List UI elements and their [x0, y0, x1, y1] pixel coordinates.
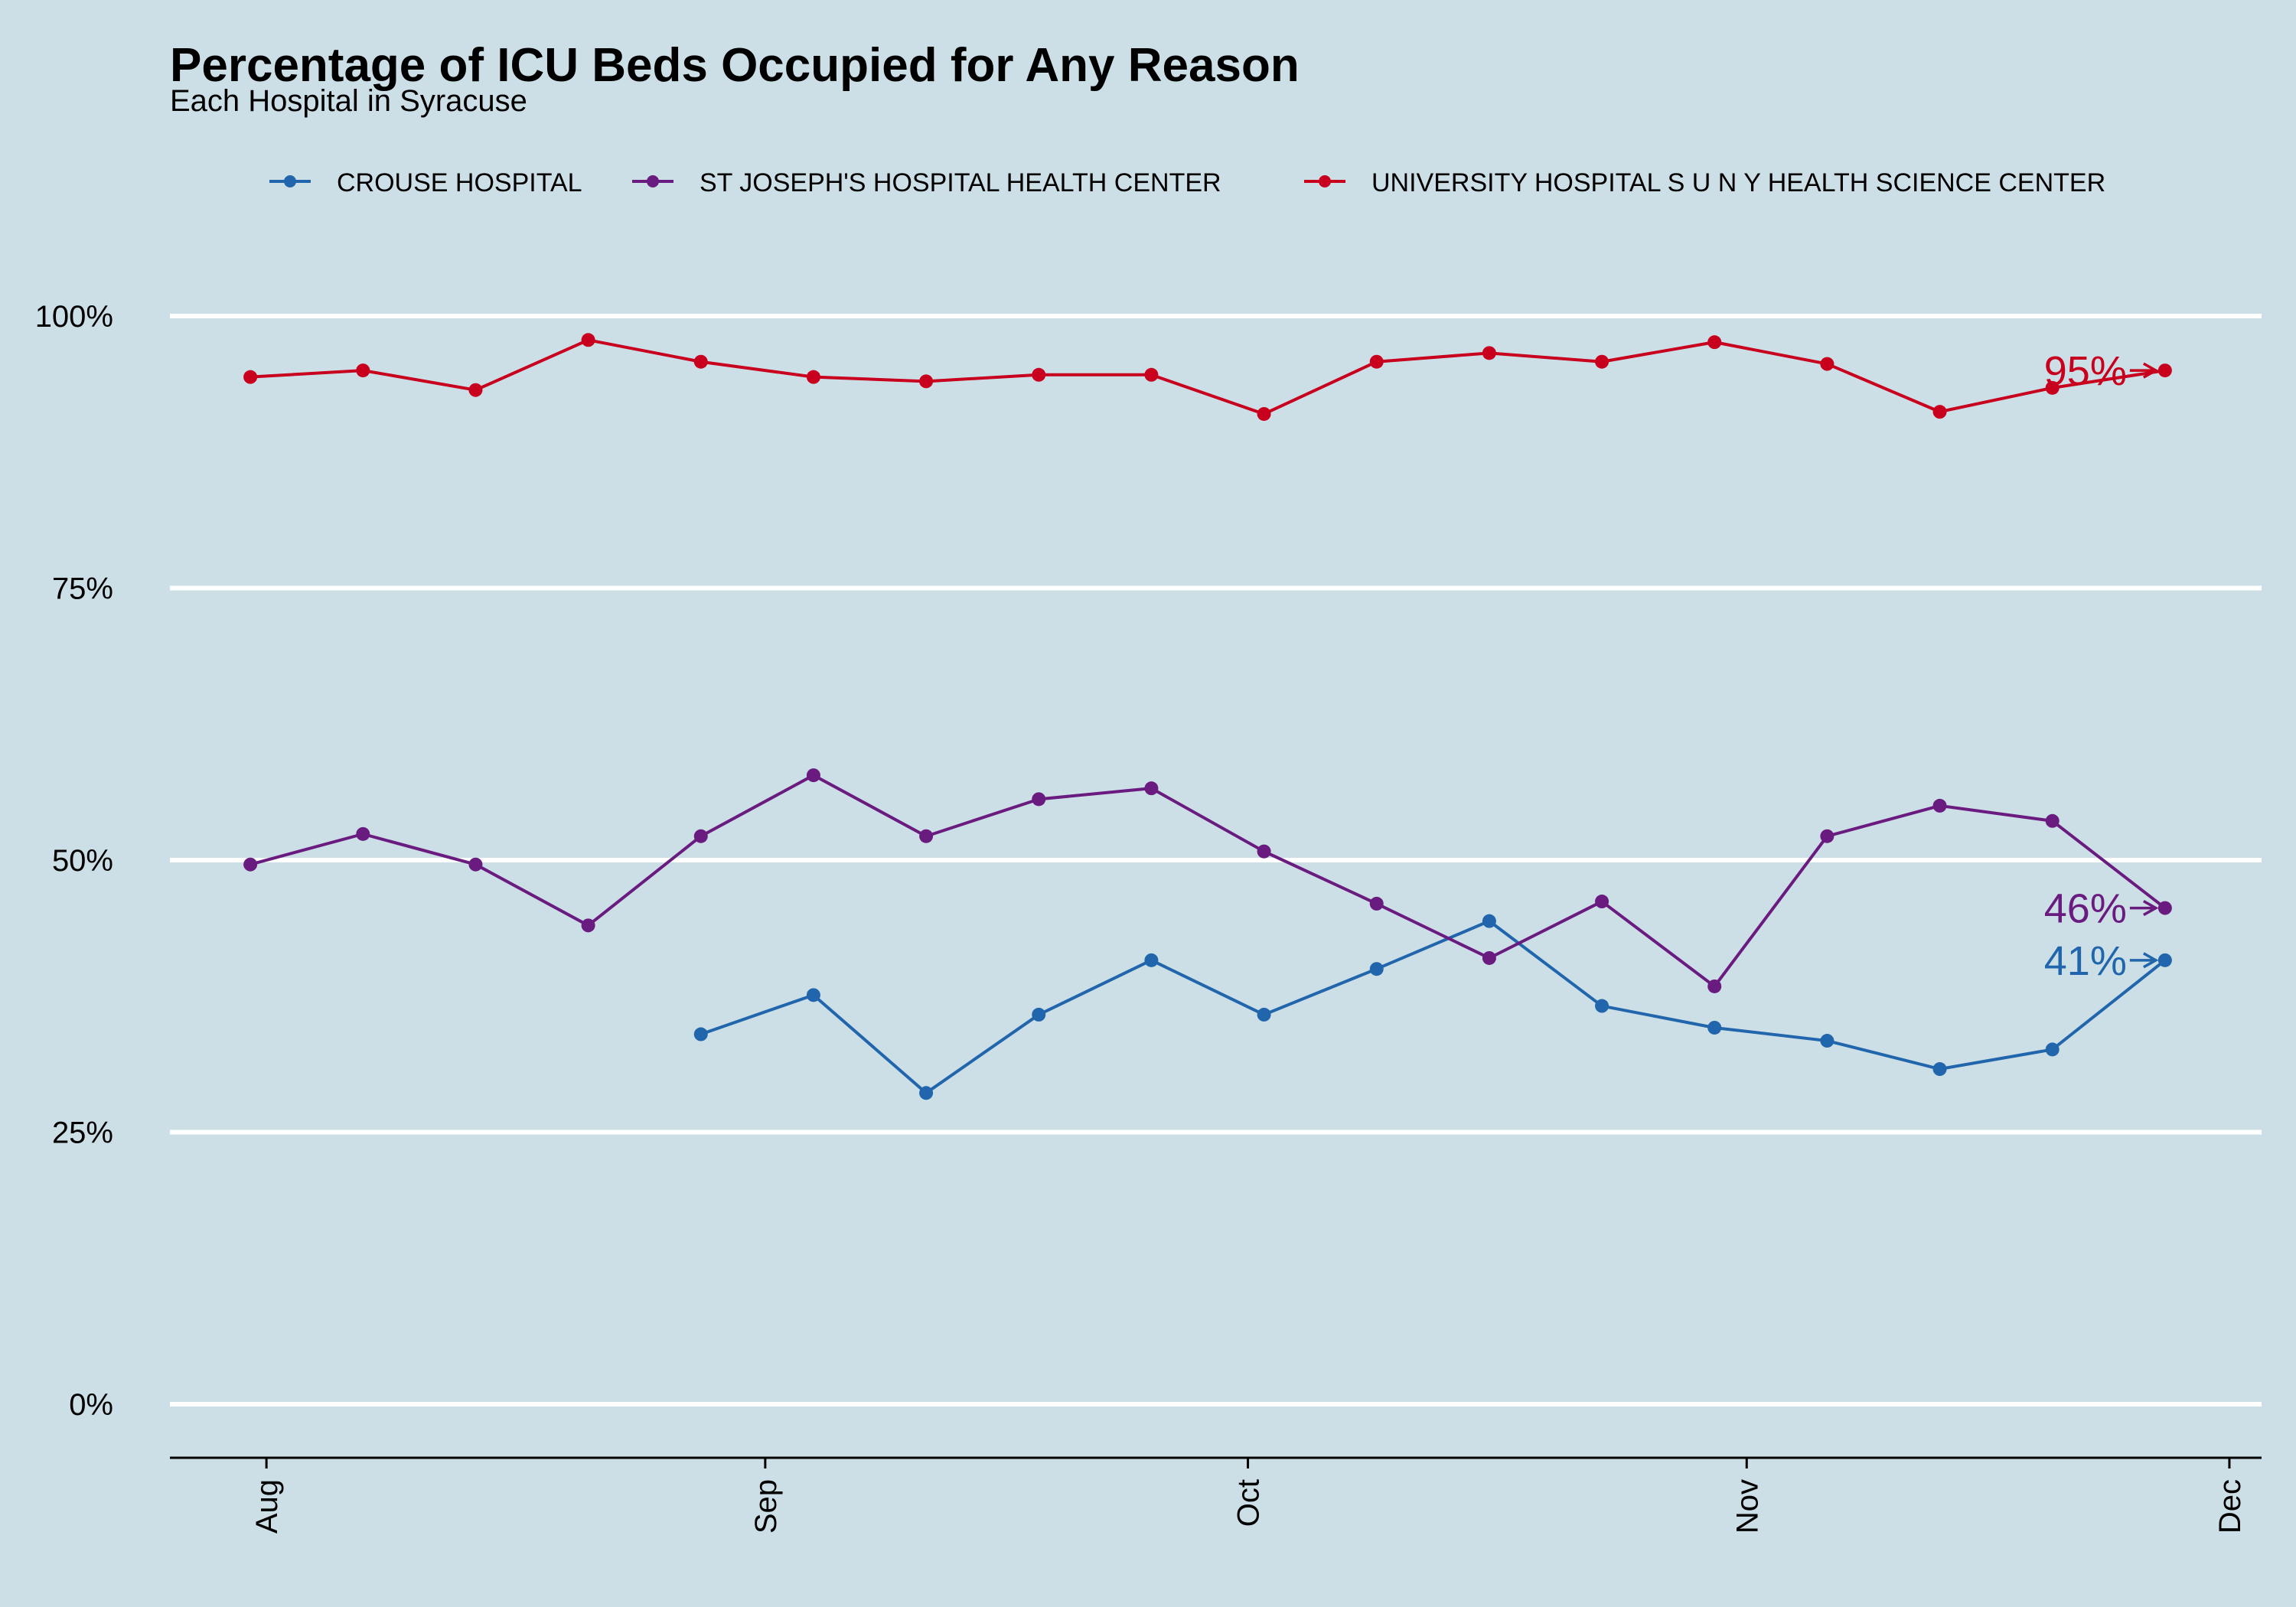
data-point: [1257, 844, 1271, 859]
y-tick-label: 100%: [35, 300, 113, 334]
data-point: [1257, 406, 1271, 421]
y-axis: 0% 25% 50% 75% 100%: [35, 300, 113, 1422]
data-point: [1595, 895, 1609, 909]
data-point: [1257, 1007, 1271, 1022]
series: 41%: [693, 914, 2172, 1100]
data-point: [1707, 335, 1722, 350]
series-line: [700, 919, 2167, 1095]
data-point: [1144, 781, 1159, 796]
plot-area: 41% 46% 95%: [243, 333, 2172, 1100]
data-point: [2045, 813, 2060, 828]
end-value-label: 41%: [2044, 938, 2127, 984]
data-point: [1144, 367, 1159, 382]
legend-label: CROUSE HOSPITAL: [337, 168, 582, 197]
series: 95%: [243, 333, 2172, 421]
data-point: [243, 857, 258, 872]
series-line: [249, 338, 2166, 416]
data-point: [1369, 896, 1384, 911]
data-point: [693, 354, 708, 369]
data-point: [2157, 363, 2172, 378]
data-point: [806, 768, 820, 783]
data-point: [1595, 999, 1609, 1013]
legend-item: ST JOSEPH'S HOSPITAL HEALTH CENTER: [632, 168, 1221, 197]
data-point: [2045, 1042, 2060, 1057]
x-tick-label: Nov: [1730, 1479, 1764, 1534]
data-point: [581, 918, 595, 933]
legend-swatch-marker: [1319, 175, 1331, 187]
series: 46%: [243, 768, 2172, 993]
gridlines: [170, 314, 2262, 1407]
y-tick-label: 25%: [52, 1116, 113, 1150]
data-point: [581, 333, 595, 347]
end-label-arrow: [2129, 362, 2159, 379]
data-point: [1482, 950, 1496, 965]
data-point: [693, 1027, 708, 1041]
data-point: [1032, 367, 1046, 382]
data-point: [1707, 979, 1722, 993]
data-point: [1707, 1020, 1722, 1035]
data-point: [806, 988, 820, 1002]
x-tick-label: Sep: [749, 1479, 783, 1534]
chart-title: Percentage of ICU Beds Occupied for Any …: [170, 39, 1300, 92]
x-tick-label: Aug: [250, 1479, 284, 1534]
end-value-label: 46%: [2044, 886, 2127, 932]
data-point: [1482, 346, 1496, 360]
legend-swatch-marker: [284, 175, 296, 187]
data-point: [1032, 1007, 1046, 1022]
data-point: [1932, 798, 1947, 813]
data-point: [919, 829, 934, 843]
data-point: [2045, 380, 2060, 395]
legend: CROUSE HOSPITAL ST JOSEPH'S HOSPITAL HEAL…: [269, 168, 2105, 197]
end-label-arrow: [2129, 900, 2159, 917]
data-point: [1032, 792, 1046, 807]
data-point: [468, 857, 483, 872]
x-axis: Aug Sep Oct Nov Dec: [170, 1456, 2262, 1534]
data-point: [2157, 953, 2172, 967]
data-point: [919, 1086, 934, 1100]
data-point: [1932, 1062, 1947, 1077]
data-point: [919, 374, 934, 389]
data-point: [1820, 357, 1835, 371]
data-point: [806, 370, 820, 384]
y-tick-label: 75%: [52, 572, 113, 606]
legend-label: UNIVERSITY HOSPITAL S U N Y HEALTH SCIEN…: [1371, 168, 2105, 197]
y-tick-label: 50%: [52, 844, 113, 878]
data-point: [1144, 953, 1159, 967]
x-tick-label: Oct: [1232, 1479, 1266, 1527]
data-point: [356, 826, 370, 841]
data-point: [1595, 354, 1609, 369]
data-point: [1482, 914, 1496, 928]
legend-swatch-marker: [647, 175, 659, 187]
data-point: [1369, 962, 1384, 976]
x-tick-label: Dec: [2213, 1479, 2247, 1534]
data-point: [468, 383, 483, 397]
end-label-arrow: [2129, 952, 2159, 969]
y-tick-label: 0%: [69, 1388, 113, 1422]
data-point: [356, 363, 370, 378]
data-point: [693, 829, 708, 843]
data-point: [1820, 1034, 1835, 1048]
legend-item: UNIVERSITY HOSPITAL S U N Y HEALTH SCIEN…: [1304, 168, 2105, 197]
data-point: [1369, 354, 1384, 369]
legend-label: ST JOSEPH'S HOSPITAL HEALTH CENTER: [700, 168, 1221, 197]
data-point: [243, 370, 258, 384]
chart-subtitle: Each Hospital in Syracuse: [170, 84, 527, 118]
data-point: [1820, 829, 1835, 843]
data-point: [1932, 405, 1947, 419]
series-line: [249, 774, 2167, 988]
data-point: [2157, 901, 2172, 915]
end-value-label: 95%: [2044, 348, 2127, 394]
legend-item: CROUSE HOSPITAL: [269, 168, 582, 197]
